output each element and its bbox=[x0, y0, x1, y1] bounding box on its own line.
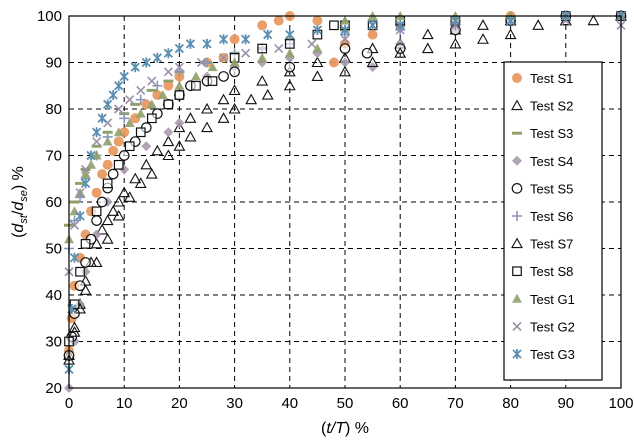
data-point bbox=[103, 179, 112, 188]
data-point bbox=[340, 44, 350, 54]
data-point bbox=[108, 169, 118, 179]
data-point bbox=[230, 34, 240, 44]
legend-label: Test G1 bbox=[530, 292, 575, 307]
y-tick-label: 50 bbox=[45, 241, 62, 258]
data-point bbox=[362, 48, 372, 58]
legend-label: Test S7 bbox=[530, 237, 573, 252]
data-point bbox=[368, 30, 378, 40]
legend: Test S1 Test S2 Test S3 Test S4 Test S5 Test … bbox=[504, 62, 602, 380]
x-tick-label: 20 bbox=[171, 395, 188, 412]
data-point bbox=[274, 16, 284, 26]
data-point bbox=[137, 128, 146, 137]
x-tick-label: 0 bbox=[65, 395, 73, 412]
legend-marker bbox=[512, 184, 522, 194]
data-point bbox=[119, 151, 129, 161]
legend-label: Test S3 bbox=[530, 126, 573, 141]
data-point bbox=[76, 268, 85, 277]
data-point bbox=[329, 58, 339, 68]
y-tick-label: 20 bbox=[45, 380, 62, 397]
legend-label: Test G2 bbox=[530, 319, 575, 334]
data-point bbox=[148, 114, 157, 123]
data-point bbox=[208, 77, 217, 86]
y-axis-title: (dst/dse) % bbox=[10, 166, 30, 238]
legend-label: Test G3 bbox=[530, 347, 575, 362]
y-tick-label: 90 bbox=[45, 55, 62, 72]
legend-label: Test S1 bbox=[530, 71, 573, 86]
data-point bbox=[285, 62, 295, 72]
y-tick-label: 40 bbox=[45, 287, 62, 304]
data-point bbox=[230, 67, 240, 77]
data-point bbox=[286, 40, 295, 49]
data-point bbox=[114, 161, 123, 170]
x-axis-title: (t/T) % bbox=[321, 420, 369, 437]
x-tick-label: 60 bbox=[392, 395, 409, 412]
y-tick-label: 70 bbox=[45, 148, 62, 165]
x-tick-label: 70 bbox=[447, 395, 464, 412]
legend-label: Test S2 bbox=[530, 99, 573, 114]
y-tick-label: 60 bbox=[45, 194, 62, 211]
data-point bbox=[258, 44, 267, 53]
data-point bbox=[175, 91, 184, 100]
x-tick-label: 10 bbox=[116, 395, 133, 412]
data-point bbox=[164, 100, 173, 109]
data-point bbox=[92, 188, 102, 198]
data-point bbox=[114, 137, 124, 147]
data-point bbox=[257, 20, 267, 30]
legend-label: Test S5 bbox=[530, 181, 573, 196]
data-point bbox=[192, 82, 201, 91]
data-point bbox=[81, 258, 91, 268]
legend-label: Test S4 bbox=[530, 154, 573, 169]
data-point bbox=[92, 216, 102, 226]
y-tick-label: 100 bbox=[37, 8, 62, 25]
data-point bbox=[312, 16, 322, 26]
data-point bbox=[330, 21, 339, 30]
legend-marker bbox=[513, 267, 522, 276]
legend-marker bbox=[512, 73, 522, 83]
y-tick-label: 30 bbox=[45, 334, 62, 351]
legend-label: Test S8 bbox=[530, 264, 573, 279]
x-tick-label: 50 bbox=[337, 395, 354, 412]
data-point bbox=[103, 160, 113, 170]
data-point bbox=[97, 169, 107, 179]
legend-label: Test S6 bbox=[530, 209, 573, 224]
x-tick-label: 30 bbox=[226, 395, 243, 412]
data-point bbox=[81, 240, 90, 249]
x-tick-label: 90 bbox=[557, 395, 574, 412]
data-point bbox=[125, 142, 134, 151]
x-tick-label: 80 bbox=[502, 395, 519, 412]
data-point bbox=[97, 197, 107, 207]
data-point bbox=[108, 146, 118, 156]
x-tick-label: 40 bbox=[281, 395, 298, 412]
data-point bbox=[92, 207, 101, 216]
data-point bbox=[219, 72, 229, 82]
x-tick-label: 100 bbox=[608, 395, 633, 412]
y-tick-label: 80 bbox=[45, 101, 62, 118]
